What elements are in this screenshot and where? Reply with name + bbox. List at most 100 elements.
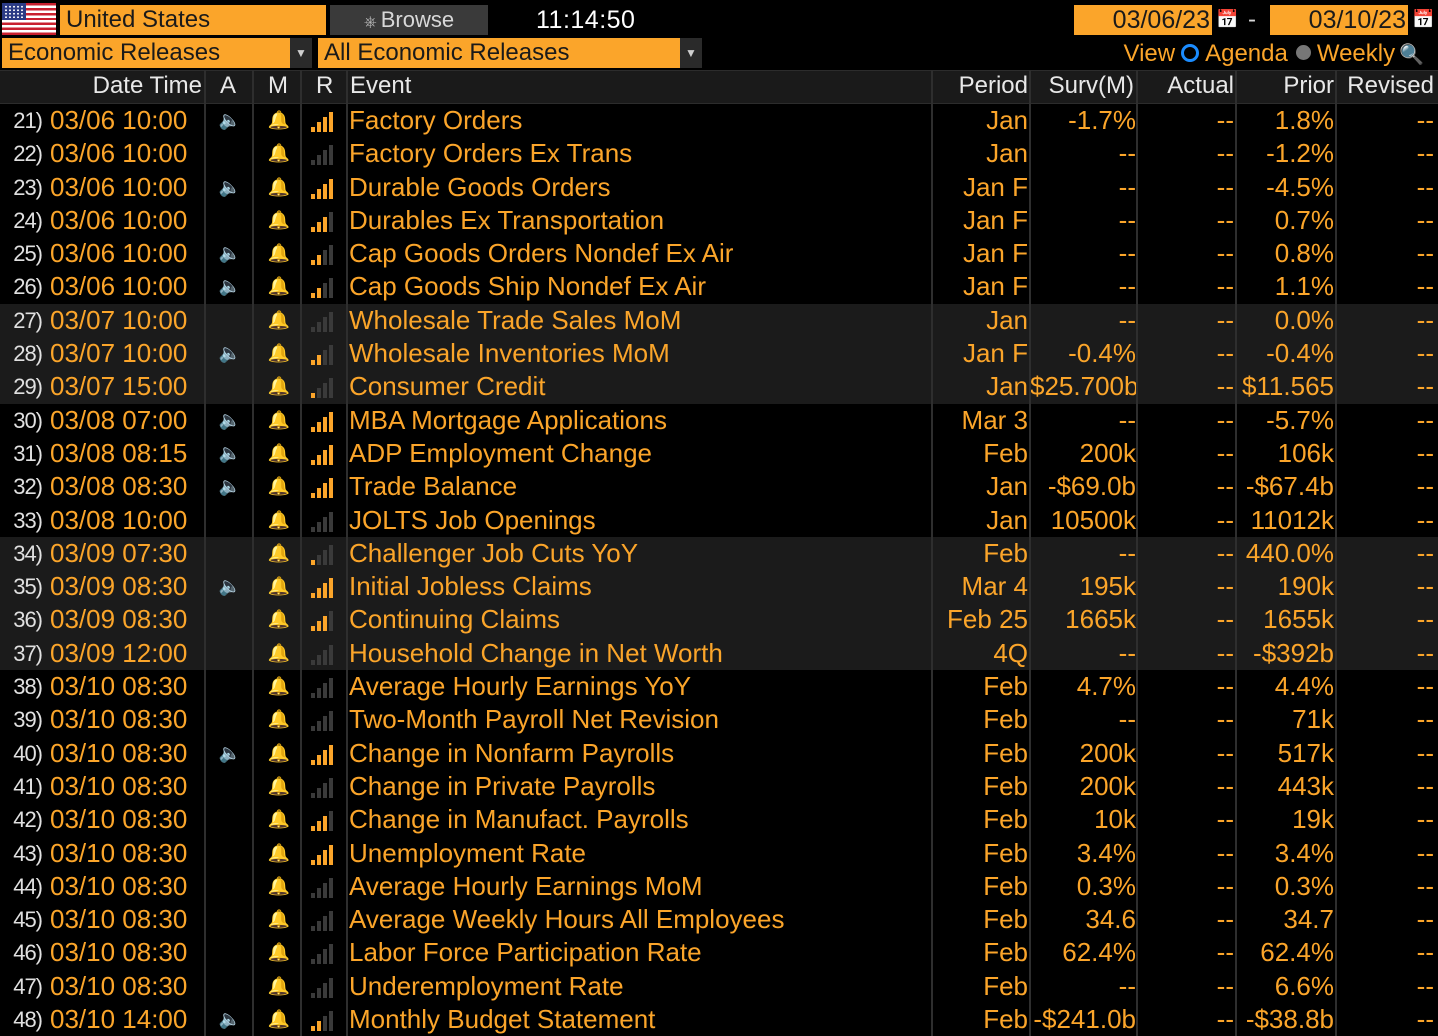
speaker-icon[interactable]: 🔈 [218, 1009, 242, 1030]
col-event[interactable]: Event [350, 72, 412, 99]
table-row[interactable]: 22) 03/06 10:00 Factory Orders Ex Trans Jan… [0, 137, 1438, 170]
bell-icon[interactable]: 🔔 [267, 875, 291, 896]
row-period: Jan [986, 105, 1028, 135]
col-surv[interactable]: Surv(M) [1048, 72, 1134, 99]
table-row[interactable]: 36) 03/09 08:30 Continuing Claims Feb 25 166… [0, 603, 1438, 637]
bell-icon[interactable]: 🔔 [267, 509, 291, 530]
date-to-field[interactable]: 03/10/23 [1270, 5, 1408, 35]
table-row[interactable]: 21) 03/06 10:00 Factory Orders Jan -1.7% -- 1.… [0, 104, 1438, 137]
bell-icon[interactable]: 🔔 [267, 576, 291, 597]
view-weekly-option[interactable]: Weekly [1316, 40, 1396, 67]
bell-icon[interactable]: 🔔 [267, 909, 291, 930]
bell-icon[interactable]: 🔔 [267, 409, 291, 430]
bell-icon[interactable]: 🔔 [267, 975, 291, 996]
table-row[interactable]: 33) 03/08 10:00 JOLTS Job Openings Jan 10500… [0, 504, 1438, 537]
col-r[interactable]: R [316, 72, 334, 99]
bell-icon[interactable]: 🔔 [267, 243, 291, 264]
speaker-icon[interactable]: 🔈 [218, 243, 242, 264]
bell-icon[interactable]: 🔔 [267, 842, 291, 863]
view-agenda-option[interactable]: Agenda [1205, 40, 1288, 67]
relevance-bars-icon [311, 1011, 335, 1032]
speaker-icon[interactable]: 🔈 [218, 176, 242, 197]
row-revised: -- [1416, 271, 1434, 302]
bell-icon[interactable]: 🔔 [267, 176, 291, 197]
table-row[interactable]: 27) 03/07 10:00 Wholesale Trade Sales MoM J… [0, 303, 1438, 338]
table-row[interactable]: 48) 03/10 14:00 Monthly Budget Statement Fe… [0, 1003, 1438, 1036]
col-revised[interactable]: Revised [1347, 72, 1434, 99]
speaker-icon[interactable]: 🔈 [218, 442, 242, 463]
calendar-to-icon[interactable]: 📅 [1412, 9, 1435, 29]
bell-icon[interactable]: 🔔 [267, 343, 291, 364]
bell-icon[interactable]: 🔔 [267, 609, 291, 630]
table-row[interactable]: 45) 03/10 08:30 Average Weekly Hours All E… [0, 903, 1438, 936]
bell-icon[interactable]: 🔔 [267, 476, 291, 497]
speaker-icon[interactable]: 🔈 [218, 343, 242, 364]
table-row[interactable]: 39) 03/10 08:30 Two-Month Payroll Net Revi… [0, 703, 1438, 736]
table-row[interactable]: 30) 03/08 07:00 MBA Mortgage Applications M… [0, 404, 1438, 437]
bell-icon[interactable]: 🔔 [267, 775, 291, 796]
row-revised: -- [1416, 904, 1434, 935]
table-row[interactable]: 42) 03/10 08:30 Change in Manufact. Payrol… [0, 803, 1438, 836]
table-row[interactable]: 41) 03/10 08:30 Change in Private Payrolls… [0, 770, 1438, 803]
radio-unselected-icon[interactable] [1295, 45, 1311, 61]
zoom-icon[interactable]: 🔍 [1399, 44, 1424, 66]
table-row[interactable]: 47) 03/10 08:30 Underemployment Rate Feb -- -… [0, 970, 1438, 1003]
calendar-from-icon[interactable]: 📅 [1216, 9, 1239, 29]
speaker-icon[interactable]: 🔈 [218, 276, 242, 297]
speaker-icon[interactable]: 🔈 [218, 110, 242, 130]
bell-icon[interactable]: 🔔 [267, 642, 291, 663]
table-row[interactable]: 38) 03/10 08:30 Average Hourly Earnings Yo… [0, 670, 1438, 703]
table-row[interactable]: 46) 03/10 08:30 Labor Force Participation … [0, 936, 1438, 969]
bell-icon[interactable]: 🔔 [267, 709, 291, 730]
table-row[interactable]: 26) 03/06 10:00 Cap Goods Ship Nondef Ex A… [0, 270, 1438, 303]
bell-icon[interactable]: 🔔 [267, 542, 291, 563]
category-dropdown[interactable]: Economic Releases [2, 38, 290, 68]
table-row[interactable]: 24) 03/06 10:00 Durables Ex Transportation… [0, 204, 1438, 237]
table-row[interactable]: 31) 03/08 08:15 ADP Employment Change Feb 20… [0, 437, 1438, 470]
browse-button[interactable]: ⎈ Browse [330, 5, 488, 35]
radio-selected-icon[interactable] [1181, 43, 1200, 62]
bell-icon[interactable]: 🔔 [267, 110, 291, 130]
bell-icon[interactable]: 🔔 [267, 742, 291, 763]
bell-icon[interactable]: 🔔 [267, 209, 291, 230]
filter-dropdown[interactable]: All Economic Releases [318, 38, 680, 68]
chevron-down-icon[interactable]: ▼ [290, 38, 312, 68]
row-datetime: 03/07 15:00 [50, 371, 188, 402]
country-field[interactable]: United States [60, 5, 326, 35]
bell-icon[interactable]: 🔔 [267, 143, 291, 164]
bell-icon[interactable]: 🔔 [267, 809, 291, 830]
table-row[interactable]: 35) 03/09 08:30 Initial Jobless Claims Mar … [0, 570, 1438, 604]
table-row[interactable]: 29) 03/07 15:00 Consumer Credit Jan $25.700b… [0, 370, 1438, 404]
table-row[interactable]: 28) 03/07 10:00 Wholesale Inventories MoM J… [0, 337, 1438, 371]
table-row[interactable]: 32) 03/08 08:30 Trade Balance Jan -$69.0b -- -… [0, 470, 1438, 503]
table-row[interactable]: 23) 03/06 10:00 Durable Goods Orders Jan F -… [0, 171, 1438, 204]
row-number: 21) [13, 108, 42, 133]
chevron-down-icon[interactable]: ▼ [680, 38, 702, 68]
bell-icon[interactable]: 🔔 [267, 1009, 291, 1030]
bell-icon[interactable]: 🔔 [267, 676, 291, 697]
col-actual[interactable]: Actual [1167, 72, 1234, 99]
table-row[interactable]: 44) 03/10 08:30 Average Hourly Earnings Mo… [0, 870, 1438, 903]
col-a[interactable]: A [220, 72, 237, 99]
bell-icon[interactable]: 🔔 [267, 942, 291, 963]
col-m[interactable]: M [268, 72, 288, 99]
col-prior[interactable]: Prior [1283, 72, 1334, 99]
table-row[interactable]: 40) 03/10 08:30 Change in Nonfarm Payrolls… [0, 737, 1438, 770]
bell-icon[interactable]: 🔔 [267, 276, 291, 297]
row-event: Initial Jobless Claims [349, 571, 592, 602]
bell-icon[interactable]: 🔔 [267, 309, 291, 330]
speaker-icon[interactable]: 🔈 [218, 576, 242, 597]
table-row[interactable]: 43) 03/10 08:30 Unemployment Rate Feb 3.4% --… [0, 837, 1438, 870]
col-period[interactable]: Period [958, 72, 1028, 99]
bell-icon[interactable]: 🔔 [267, 442, 291, 463]
col-datetime[interactable]: Date Time [92, 72, 202, 99]
speaker-icon[interactable]: 🔈 [218, 476, 242, 497]
speaker-icon[interactable]: 🔈 [218, 409, 242, 430]
table-row[interactable]: 34) 03/09 07:30 Challenger Job Cuts YoY Feb… [0, 536, 1438, 571]
table-row[interactable]: 37) 03/09 12:00 Household Change in Net Wo… [0, 636, 1438, 671]
relevance-bar [329, 178, 333, 199]
speaker-icon[interactable]: 🔈 [218, 742, 242, 763]
table-row[interactable]: 25) 03/06 10:00 Cap Goods Orders Nondef Ex… [0, 237, 1438, 270]
date-from-field[interactable]: 03/06/23 [1074, 5, 1212, 35]
bell-icon[interactable]: 🔔 [267, 376, 291, 397]
